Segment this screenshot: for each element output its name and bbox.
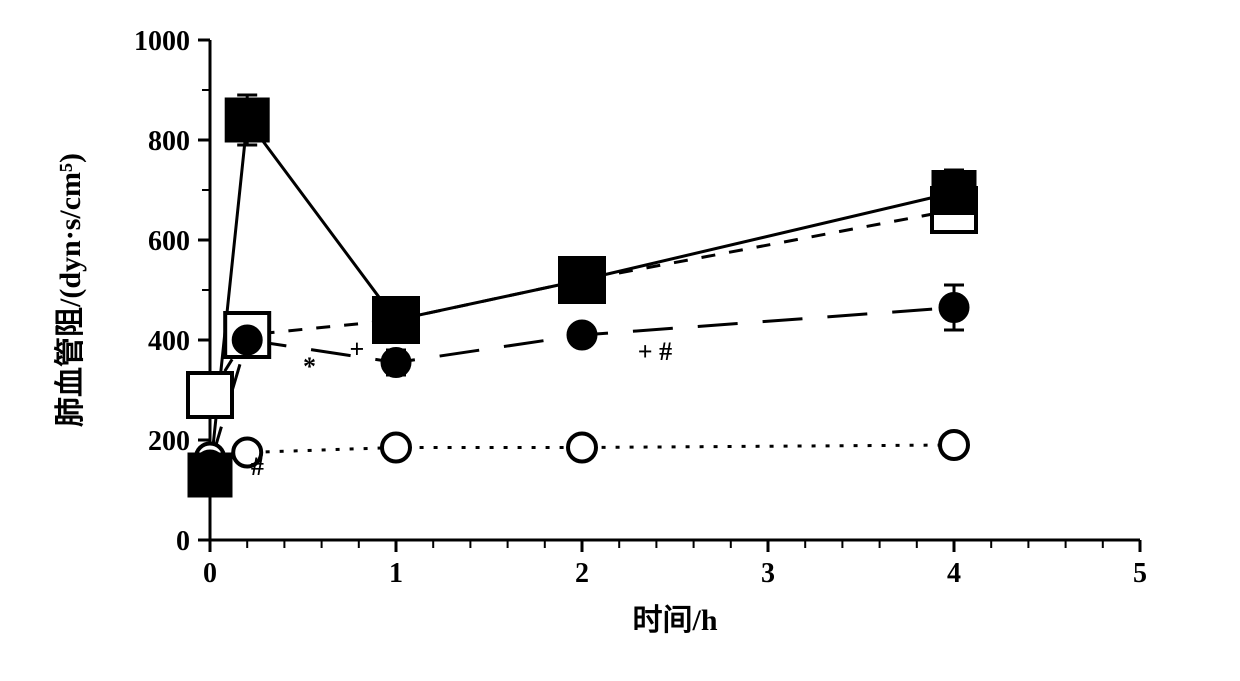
svg-text:1000: 1000 [134,26,190,57]
svg-text:+ #: + # [638,337,672,366]
svg-text:4: 4 [947,558,961,589]
svg-text:5: 5 [1133,558,1147,589]
svg-text:*: * [303,352,316,381]
svg-text:0: 0 [176,526,190,557]
svg-text:+: + [350,335,365,364]
svg-text:时间/h: 时间/h [632,604,717,637]
svg-text:800: 800 [148,126,190,157]
svg-text:#: # [251,452,264,481]
chart-container: 0 200 400 600 800 1000 0 1 2 3 4 5 时间/h 肺血管阻/(dyn·s/c… [40,20,1200,660]
svg-text:400: 400 [148,326,190,357]
svg-text:0: 0 [203,558,217,589]
line-chart: 0 200 400 600 800 1000 0 1 2 3 4 5 时间/h 肺血管阻/(dyn·s/c… [40,20,1200,660]
svg-text:1: 1 [389,558,403,589]
svg-text:肺血管阻/(dyn·s/cm⁵): 肺血管阻/(dyn·s/cm⁵) [54,153,87,427]
svg-text:3: 3 [761,558,775,589]
svg-text:200: 200 [148,426,190,457]
svg-text:600: 600 [148,226,190,257]
svg-text:2: 2 [575,558,589,589]
svg-text:+: + [243,122,258,151]
